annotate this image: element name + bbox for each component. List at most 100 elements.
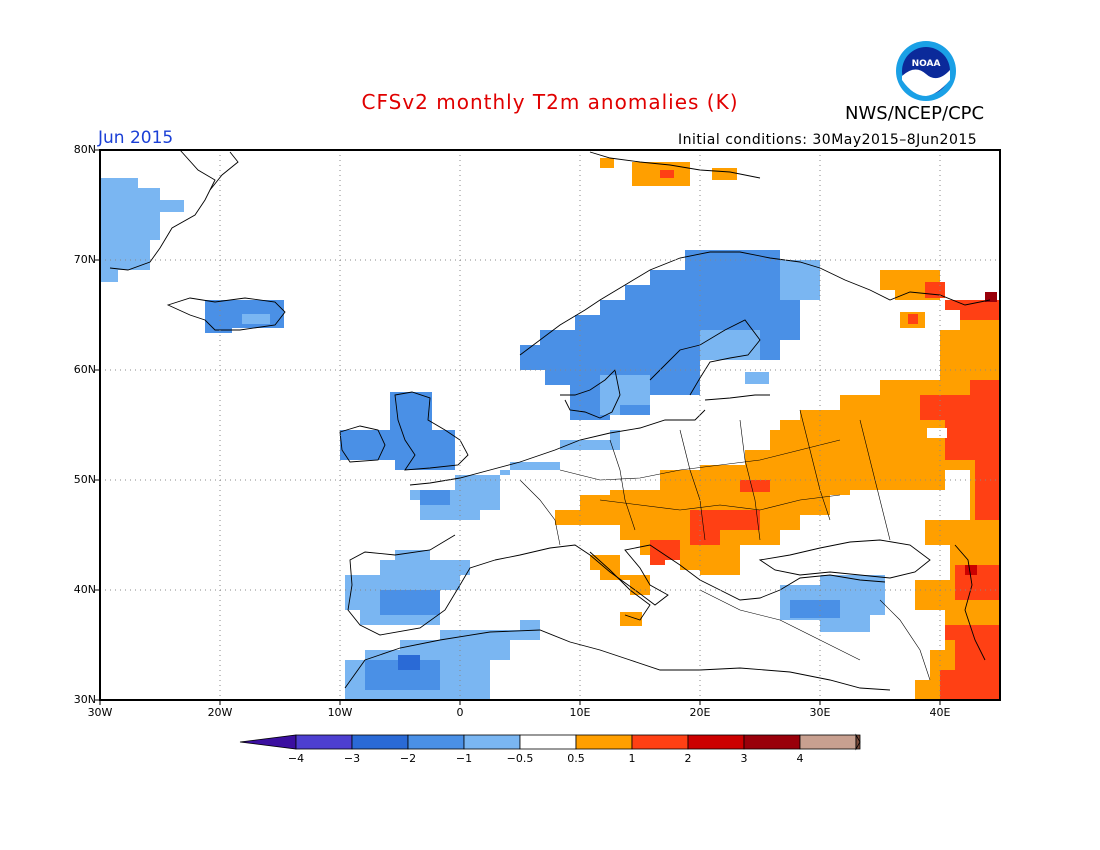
colorbar-p3-4 [743, 734, 801, 750]
border-line [879, 599, 931, 681]
colorbar-label: 4 [796, 752, 804, 765]
lon-label: 40E [929, 706, 951, 719]
colorbar-label: 1 [628, 752, 636, 765]
lon-label: 0 [456, 706, 464, 719]
noaa-logo-icon: NOAA [896, 41, 956, 101]
colorbar-p1-2 [631, 734, 689, 750]
colorbar-neg1-neg05 [463, 734, 521, 750]
colorbar-neutral [519, 734, 577, 750]
svalbard-coast [589, 151, 761, 179]
lat-label: 40N [73, 583, 96, 596]
finland-cool-patch [780, 260, 820, 300]
caucasus-very-hot [965, 565, 977, 575]
lon-label: 30W [87, 706, 113, 719]
med-coast [494, 544, 886, 606]
caspian-coast [954, 544, 986, 661]
lon-label: 20W [207, 706, 233, 719]
svalbard-warm-patch-2 [712, 168, 737, 180]
north-africa-coast [344, 629, 891, 691]
lat-label: 50N [73, 473, 96, 486]
adriatic-hot-patch [650, 540, 680, 565]
scandinavia-cold-patch [520, 250, 820, 420]
france-cold-core [420, 490, 450, 505]
border-line [599, 494, 841, 511]
sweden-cool-patch [600, 375, 650, 415]
turkey-cold-core [790, 600, 840, 618]
morocco-cold-core [365, 660, 440, 690]
lat-label: 80N [73, 143, 96, 156]
border-line [519, 479, 561, 546]
greenland-cold-patch [100, 178, 184, 282]
russia-hot-east [955, 565, 1000, 600]
colorbar-label: 3 [740, 752, 748, 765]
axis-ticks [95, 149, 941, 705]
greenland-coast [109, 149, 216, 271]
border-line [699, 589, 861, 661]
bothnia-coast [649, 319, 761, 396]
scandinavia-coast [519, 251, 991, 356]
scandinavia-cool-edge [700, 330, 760, 360]
sicily-warm-patch [620, 612, 642, 626]
lon-label: 20E [689, 706, 711, 719]
finland-cool-patch-2 [745, 372, 769, 384]
lat-label: 70N [73, 253, 96, 266]
iberia-coast [347, 534, 496, 636]
black-sea-coast [758, 539, 931, 579]
colorbar-label: −0.5 [506, 752, 534, 765]
italy-warm-patch [590, 555, 650, 595]
iceland-light-patch [242, 314, 270, 324]
figure-title: CFSv2 monthly T2m anomalies (K) [361, 90, 739, 114]
neutral-spot [927, 428, 947, 438]
iceland-coast [166, 297, 286, 331]
colorbar-label: 2 [684, 752, 692, 765]
baltic-coast [560, 369, 621, 419]
border-line [559, 439, 841, 481]
colorbar-p4-plus [799, 734, 857, 750]
morocco-deep-cold [398, 655, 420, 670]
poland-hot-patch [740, 480, 770, 492]
gridlines [100, 150, 1000, 700]
svalbard-hot-patch [660, 170, 674, 178]
france-benelux-cool-patch [410, 430, 620, 520]
colorbar-label: −4 [287, 752, 305, 765]
lon-label: 30E [809, 706, 831, 719]
initial-conditions: Initial conditions: 30May2015–8Jun2015 [678, 132, 978, 148]
continent-coast [409, 409, 706, 486]
russia-hot-north [945, 300, 1000, 320]
lat-label: 30N [73, 693, 96, 706]
colorbar-p2-3 [687, 734, 745, 750]
colorbar-gt4-arrow [855, 733, 861, 751]
central-europe-warm-patch [555, 410, 850, 575]
anomaly-patches [100, 158, 1000, 700]
white-sea-hot-patch [908, 314, 918, 324]
noaa-logo-text: NOAA [912, 59, 941, 69]
lon-label: 10W [327, 706, 353, 719]
iberia-cold-core [380, 590, 440, 615]
colorbar [239, 733, 861, 751]
greenland-coast-2 [209, 151, 239, 191]
colorbar-label: −2 [399, 752, 417, 765]
map-frame [99, 149, 1001, 701]
lon-label: 10E [569, 706, 591, 719]
colorbar-label: 0.5 [567, 752, 585, 765]
agency-label: NWS/NCEP/CPC [845, 103, 985, 124]
svalbard-warm-patch-3 [600, 158, 614, 168]
coastlines [109, 149, 991, 691]
colorbar-lt-neg4 [239, 734, 297, 750]
colorbar-label: −3 [343, 752, 361, 765]
gulf-finland-coast [704, 394, 770, 401]
colorbar-label: −1 [455, 752, 473, 765]
balkans-hot-patch [690, 510, 760, 545]
british-isles-cold-patch [340, 392, 455, 470]
colorbar-neg4-neg3 [295, 734, 353, 750]
italy-coast [589, 551, 651, 621]
britain-coast [394, 391, 469, 471]
colorbar-p05-1 [575, 734, 633, 750]
forecast-month: Jun 2015 [98, 128, 174, 148]
lat-label: 60N [73, 363, 96, 376]
border-line [799, 409, 831, 521]
ireland-coast [339, 425, 386, 463]
kola-very-hot [985, 292, 997, 302]
colorbar-neg3-neg2 [351, 734, 409, 750]
